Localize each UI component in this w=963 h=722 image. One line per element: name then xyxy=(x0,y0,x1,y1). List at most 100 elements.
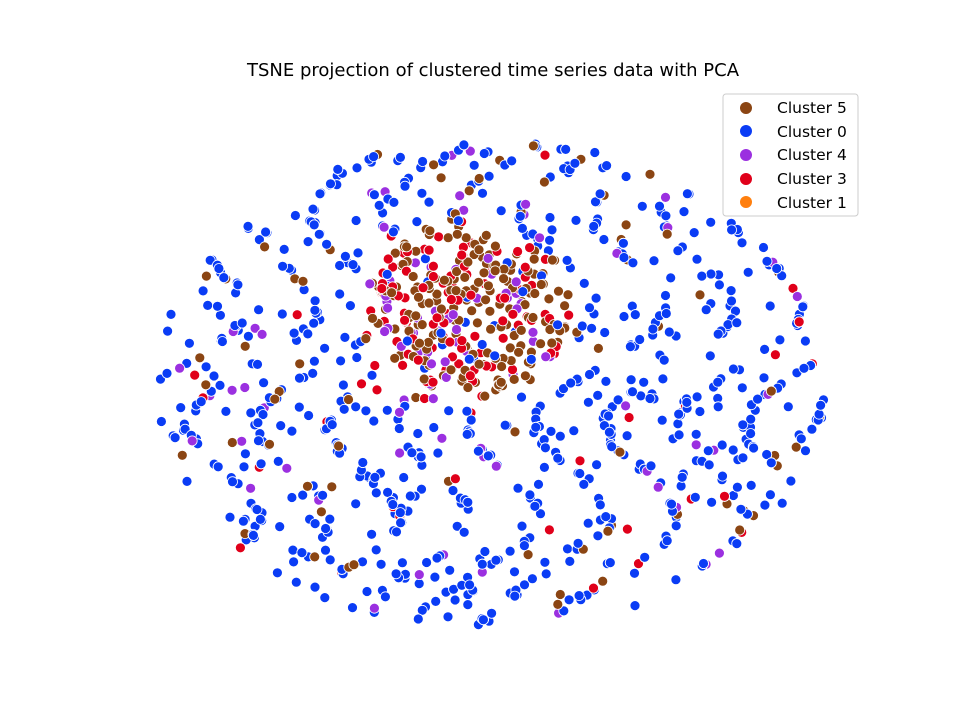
point-cluster-0 xyxy=(451,520,463,532)
point-cluster-0 xyxy=(412,428,424,439)
point-cluster-0 xyxy=(798,362,810,374)
point-cluster-0 xyxy=(401,335,413,347)
point-cluster-0 xyxy=(599,327,611,338)
point-cluster-4 xyxy=(534,232,545,244)
point-cluster-3 xyxy=(524,242,535,254)
point-cluster-0 xyxy=(673,429,685,441)
point-cluster-5 xyxy=(473,173,485,184)
point-cluster-0 xyxy=(774,334,786,346)
point-cluster-3 xyxy=(189,369,201,381)
point-cluster-0 xyxy=(276,308,288,320)
point-cluster-0 xyxy=(673,408,685,420)
point-cluster-0 xyxy=(387,226,399,238)
point-cluster-0 xyxy=(462,599,474,610)
point-cluster-0 xyxy=(286,425,298,437)
point-cluster-3 xyxy=(719,490,730,502)
point-cluster-3 xyxy=(497,332,509,344)
point-cluster-0 xyxy=(771,263,783,274)
point-cluster-5 xyxy=(264,438,275,450)
point-cluster-5 xyxy=(424,225,436,237)
point-cluster-4 xyxy=(281,462,293,474)
point-cluster-5 xyxy=(479,390,491,402)
point-cluster-0 xyxy=(288,327,300,339)
point-cluster-0 xyxy=(540,442,551,454)
legend-marker-cluster-0 xyxy=(740,125,752,137)
point-cluster-4 xyxy=(394,406,405,418)
point-cluster-0 xyxy=(458,526,470,538)
point-cluster-0 xyxy=(620,171,632,182)
point-cluster-5 xyxy=(389,352,401,364)
point-cluster-3 xyxy=(574,455,586,467)
point-cluster-0 xyxy=(512,482,524,494)
point-cluster-3 xyxy=(512,246,523,257)
point-cluster-5 xyxy=(489,240,501,252)
point-cluster-0 xyxy=(238,461,250,473)
point-cluster-0 xyxy=(326,419,338,431)
point-cluster-0 xyxy=(478,148,490,159)
point-cluster-3 xyxy=(356,378,367,390)
legend-marker-cluster-3 xyxy=(740,173,752,185)
point-cluster-0 xyxy=(676,471,688,483)
point-cluster-0 xyxy=(661,535,673,547)
point-cluster-3 xyxy=(412,354,424,366)
point-cluster-0 xyxy=(712,401,724,413)
point-cluster-4 xyxy=(436,432,448,444)
point-cluster-0 xyxy=(368,189,380,201)
point-cluster-3 xyxy=(499,292,511,304)
point-cluster-0 xyxy=(275,420,287,432)
point-cluster-3 xyxy=(453,358,465,370)
point-cluster-0 xyxy=(698,558,709,569)
point-cluster-0 xyxy=(666,498,677,510)
point-cluster-4 xyxy=(426,358,437,370)
legend-frame xyxy=(722,93,859,217)
point-cluster-0 xyxy=(592,530,604,542)
point-cluster-0 xyxy=(570,214,582,226)
point-cluster-0 xyxy=(242,220,254,232)
point-cluster-0 xyxy=(468,159,480,171)
point-cluster-0 xyxy=(350,498,362,510)
point-cluster-5 xyxy=(508,373,520,385)
point-cluster-0 xyxy=(252,358,263,370)
point-cluster-5 xyxy=(504,342,516,354)
point-cluster-0 xyxy=(334,288,346,300)
point-cluster-0 xyxy=(216,336,228,347)
point-cluster-0 xyxy=(765,457,777,469)
point-cluster-3 xyxy=(793,316,805,328)
point-cluster-0 xyxy=(421,557,433,568)
point-cluster-0 xyxy=(309,304,321,316)
point-cluster-5 xyxy=(562,289,574,301)
point-cluster-5 xyxy=(194,352,206,364)
point-cluster-3 xyxy=(376,283,388,294)
point-cluster-0 xyxy=(660,290,671,301)
point-cluster-0 xyxy=(289,210,301,221)
point-cluster-0 xyxy=(509,590,521,602)
point-cluster-5 xyxy=(343,394,354,405)
legend: Cluster 5 Cluster 0 Cluster 4 Cluster 3 … xyxy=(722,93,859,217)
point-cluster-0 xyxy=(381,404,393,416)
point-cluster-0 xyxy=(415,451,427,463)
point-cluster-4 xyxy=(256,328,268,340)
point-cluster-0 xyxy=(552,319,563,331)
point-cluster-0 xyxy=(332,163,344,175)
point-cluster-0 xyxy=(569,157,581,169)
legend-marker-cluster-1 xyxy=(740,196,752,208)
point-cluster-0 xyxy=(307,203,319,215)
point-cluster-5 xyxy=(438,274,450,286)
point-cluster-0 xyxy=(752,393,763,405)
point-cluster-0 xyxy=(544,234,555,246)
point-cluster-0 xyxy=(435,327,447,339)
point-cluster-0 xyxy=(525,353,537,365)
point-cluster-3 xyxy=(427,376,439,388)
legend-marker-cluster-5 xyxy=(740,102,752,114)
point-cluster-3 xyxy=(588,582,599,594)
point-cluster-0 xyxy=(716,439,728,451)
point-cluster-5 xyxy=(302,480,313,492)
point-cluster-3 xyxy=(427,260,439,272)
point-cluster-0 xyxy=(351,162,363,174)
point-cluster-0 xyxy=(737,452,749,464)
point-cluster-0 xyxy=(745,479,757,491)
point-cluster-0 xyxy=(360,405,372,417)
point-cluster-3 xyxy=(456,249,468,261)
point-cluster-5 xyxy=(602,525,614,537)
point-cluster-0 xyxy=(782,401,794,413)
